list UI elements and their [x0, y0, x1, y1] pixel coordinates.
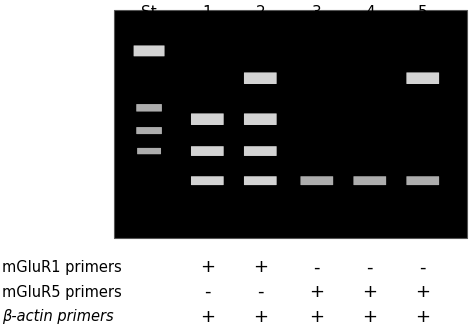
Text: +: +	[415, 308, 430, 326]
FancyBboxPatch shape	[191, 176, 224, 185]
FancyBboxPatch shape	[406, 72, 439, 84]
FancyBboxPatch shape	[191, 146, 224, 156]
FancyBboxPatch shape	[137, 148, 161, 154]
Text: mGluR5 primers: mGluR5 primers	[2, 284, 122, 300]
FancyBboxPatch shape	[134, 46, 164, 56]
Text: +: +	[362, 308, 377, 326]
Text: -: -	[257, 283, 264, 301]
Text: 5: 5	[418, 5, 428, 20]
Text: 2: 2	[255, 5, 265, 20]
Text: +: +	[253, 258, 268, 276]
Text: +: +	[310, 283, 324, 301]
FancyBboxPatch shape	[114, 10, 467, 238]
Text: +: +	[200, 308, 215, 326]
Text: mGluR1 primers: mGluR1 primers	[2, 260, 122, 275]
Text: -: -	[314, 258, 320, 276]
Text: -: -	[419, 258, 426, 276]
FancyBboxPatch shape	[244, 72, 277, 84]
Text: St: St	[141, 5, 157, 20]
FancyBboxPatch shape	[406, 176, 439, 185]
FancyBboxPatch shape	[136, 127, 162, 134]
FancyBboxPatch shape	[191, 114, 224, 125]
Text: -: -	[366, 258, 373, 276]
Text: 3: 3	[312, 5, 322, 20]
Text: 1: 1	[202, 5, 212, 20]
Text: -: -	[204, 283, 210, 301]
FancyBboxPatch shape	[354, 176, 386, 185]
Text: +: +	[310, 308, 324, 326]
Text: 4: 4	[365, 5, 374, 20]
Text: +: +	[415, 283, 430, 301]
FancyBboxPatch shape	[301, 176, 333, 185]
Text: β-actin primers: β-actin primers	[2, 309, 114, 324]
FancyBboxPatch shape	[244, 146, 277, 156]
Text: +: +	[362, 283, 377, 301]
FancyBboxPatch shape	[244, 114, 277, 125]
Text: +: +	[200, 258, 215, 276]
Text: +: +	[253, 308, 268, 326]
FancyBboxPatch shape	[136, 104, 162, 112]
FancyBboxPatch shape	[244, 176, 277, 185]
